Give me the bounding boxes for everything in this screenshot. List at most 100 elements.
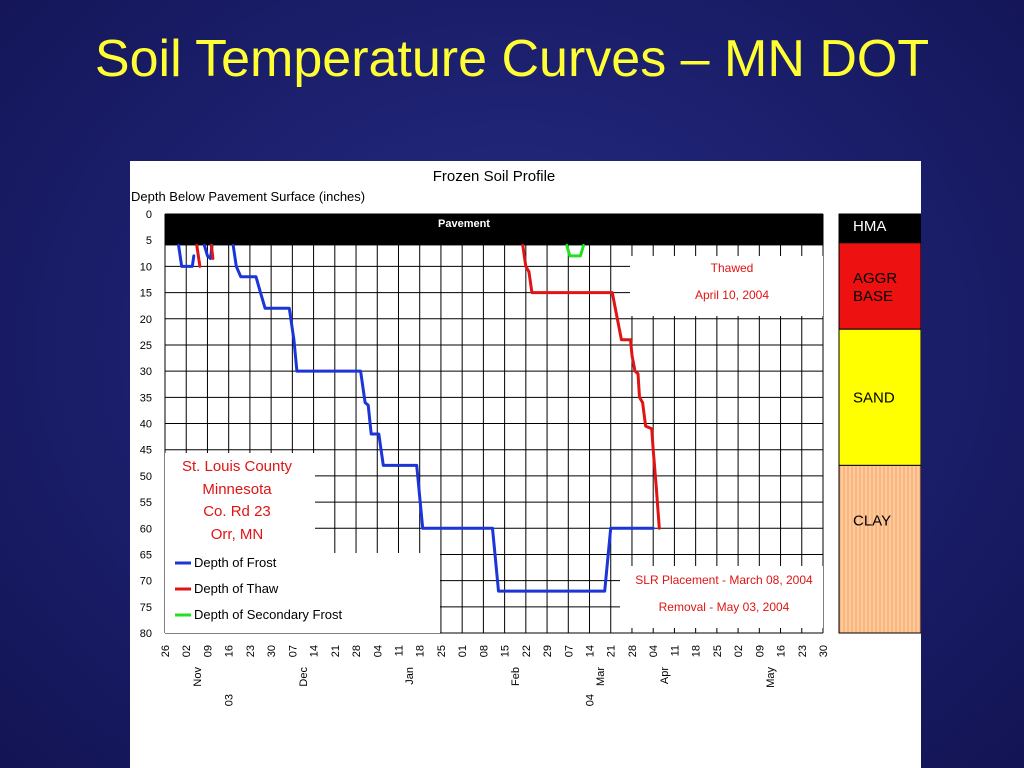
x-tick-label: 16: [224, 645, 236, 657]
soil-layer-label: BASE: [853, 288, 893, 305]
pavement-band-layer: Pavement: [165, 214, 823, 246]
x-tick-label: 11: [393, 645, 405, 656]
x-tick-label: 21: [606, 645, 618, 657]
placement-annotation-line: SLR Placement - March 08, 2004: [635, 573, 813, 587]
y-tick-label: 25: [140, 340, 152, 352]
x-tick-label: 02: [733, 645, 745, 657]
x-tick-label: 02: [181, 645, 193, 657]
y-tick-label: 20: [140, 314, 152, 326]
x-tick-label: 30: [818, 645, 830, 657]
thawed-annotation-line: Thawed: [711, 261, 754, 275]
series-line-depth-of-thaw: [195, 243, 202, 268]
x-tick-label: 25: [436, 645, 448, 657]
x-tick-label: 16: [776, 645, 788, 657]
x-tick-label: 14: [309, 645, 321, 657]
x-tick-label: 15: [500, 645, 512, 657]
y-tick-label: 55: [140, 497, 152, 509]
soil-layer-aggr-base: [838, 242, 921, 330]
y-tick-label: 10: [140, 261, 152, 273]
soil-layer-label: HMA: [853, 218, 886, 235]
location-annotation-line: St. Louis County: [182, 458, 293, 475]
x-tick-label: 11: [669, 645, 681, 656]
soil-layer-label: CLAY: [853, 512, 891, 529]
soil-layer-hma: [838, 213, 921, 244]
x-tick-label: 09: [754, 645, 766, 657]
series-line-depth-of-secondary-frost: [565, 243, 585, 258]
x-tick-label: 23: [797, 645, 809, 657]
chart-panel: Frozen Soil Profile Depth Below Pavement…: [130, 161, 921, 768]
annotation-layer: Thawed April 10, 2004 St. Louis County Minn…: [165, 256, 823, 628]
x-tick-label: 07: [287, 645, 299, 657]
x-tick-label: 29: [542, 645, 554, 657]
pavement-band: [165, 214, 823, 246]
placement-annotation-box: [620, 566, 823, 628]
y-tick-label: 80: [140, 628, 152, 640]
x-tick-label: 22: [521, 645, 533, 657]
x-month-label: Mar: [595, 667, 607, 686]
x-tick-label: 07: [563, 645, 575, 657]
axis-layer: 0 5 10 15 20 25 30 35 40 45 50 55 60 65 70 75 80 26 02 09 16…: [140, 209, 830, 706]
x-tick-label: 04: [648, 645, 660, 657]
x-tick-label: 08: [478, 645, 490, 657]
y-tick-label: 30: [140, 366, 152, 378]
x-month-label: Feb: [510, 667, 522, 686]
x-tick-label: 26: [160, 645, 172, 657]
x-tick-label: 04: [372, 645, 384, 657]
y-tick-label: 0: [146, 209, 152, 221]
thawed-annotation-box: [630, 256, 823, 316]
y-tick-label: 45: [140, 445, 152, 457]
x-month-label: Jan: [404, 667, 416, 685]
soil-layer-clay: [838, 464, 921, 634]
location-annotation-line: Co. Rd 23: [203, 503, 271, 520]
location-annotation-line: Orr, MN: [211, 526, 264, 543]
legend-box: [165, 553, 440, 633]
x-year-label: 03: [224, 694, 236, 706]
y-tick-label: 70: [140, 576, 152, 588]
series-layer: [177, 243, 661, 593]
x-tick-label: 09: [202, 645, 214, 657]
x-tick-label: 25: [712, 645, 724, 657]
legend: Depth of Frost Depth of Thaw Depth of Seco…: [165, 553, 440, 633]
y-tick-label: 65: [140, 549, 152, 561]
series-line-depth-of-thaw: [521, 243, 661, 530]
x-tick-label: 21: [330, 645, 342, 657]
y-tick-label: 75: [140, 602, 152, 614]
x-tick-label: 18: [691, 645, 703, 657]
location-annotation-box: [165, 453, 315, 553]
x-tick-label: 23: [245, 645, 257, 657]
series-line-depth-of-frost: [177, 243, 196, 268]
x-month-label: Dec: [298, 667, 310, 687]
x-month-label: May: [765, 667, 777, 688]
y-tick-label: 60: [140, 523, 152, 535]
chart-title: Frozen Soil Profile: [433, 168, 556, 185]
legend-label: Depth of Thaw: [194, 581, 279, 596]
y-tick-label: 5: [146, 235, 152, 247]
x-tick-label: 14: [585, 645, 597, 657]
pavement-label: Pavement: [438, 218, 490, 230]
frozen-soil-chart: Frozen Soil Profile Depth Below Pavement…: [131, 168, 921, 706]
y-tick-label: 15: [140, 288, 152, 300]
y-tick-label: 50: [140, 471, 152, 483]
soil-layer-label: SAND: [853, 389, 895, 406]
placement-annotation-line: Removal - May 03, 2004: [659, 600, 790, 614]
x-year-label: 04: [585, 694, 597, 706]
x-month-label: Apr: [659, 667, 671, 684]
x-tick-label: 28: [627, 645, 639, 657]
series-line-depth-of-frost: [231, 243, 655, 593]
x-tick-label: 28: [351, 645, 363, 657]
x-tick-label: 18: [415, 645, 427, 657]
soil-layer-label: AGGR: [853, 270, 897, 287]
slide-title: Soil Temperature Curves – MN DOT: [94, 30, 930, 88]
x-month-label: Nov: [192, 667, 204, 687]
x-tick-label: 30: [266, 645, 278, 657]
series-line-depth-of-thaw: [209, 243, 215, 260]
y-tick-label: 35: [140, 392, 152, 404]
location-annotation-line: Minnesota: [202, 481, 272, 498]
thawed-annotation-line: April 10, 2004: [695, 288, 769, 302]
legend-label: Depth of Frost: [194, 555, 277, 570]
y-tick-label: 40: [140, 419, 152, 431]
y-axis-label: Depth Below Pavement Surface (inches): [131, 189, 365, 204]
legend-label: Depth of Secondary Frost: [194, 607, 343, 622]
x-tick-label: 01: [457, 645, 469, 657]
